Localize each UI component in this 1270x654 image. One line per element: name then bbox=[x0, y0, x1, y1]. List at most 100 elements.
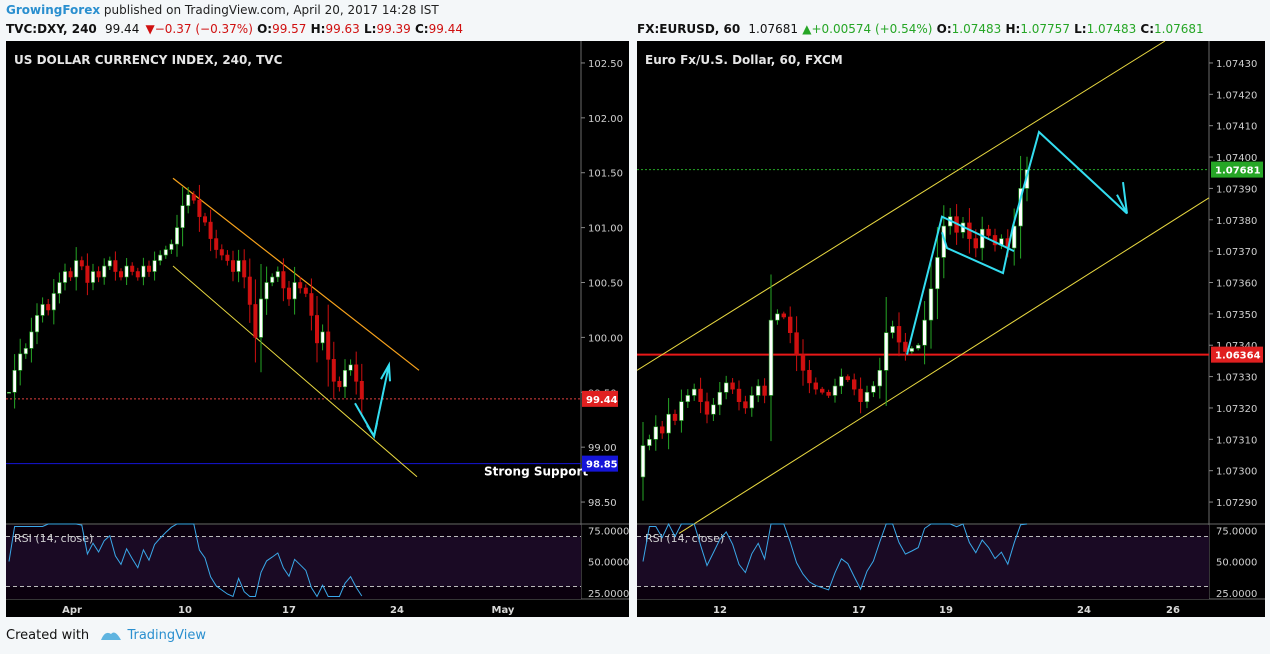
y-tick-label: 1.07310 bbox=[1216, 435, 1257, 446]
left-low: 99.39 bbox=[376, 22, 411, 36]
candle bbox=[749, 395, 755, 409]
candle bbox=[12, 370, 17, 393]
candle bbox=[175, 227, 180, 245]
rsi-line bbox=[642, 522, 1028, 591]
left-symbol: TVC:DXY, 240 bbox=[6, 22, 97, 36]
footer: Created with TradingView bbox=[6, 628, 206, 643]
candle bbox=[135, 271, 140, 278]
candle bbox=[781, 313, 786, 318]
candle bbox=[253, 304, 258, 338]
candle bbox=[147, 265, 152, 272]
x-tick-label: 10 bbox=[178, 605, 192, 616]
candle bbox=[724, 382, 729, 393]
candle bbox=[691, 388, 697, 396]
candle bbox=[130, 265, 135, 272]
candle bbox=[884, 332, 889, 371]
y-tick-label: 101.00 bbox=[588, 224, 623, 235]
candle bbox=[303, 287, 308, 294]
candle bbox=[51, 293, 56, 311]
left-close: 99.44 bbox=[428, 22, 463, 36]
candle bbox=[871, 385, 876, 393]
candle bbox=[826, 391, 831, 396]
candle bbox=[935, 257, 940, 290]
rsi-label: RSI (14, close) bbox=[645, 532, 724, 545]
candle bbox=[845, 376, 850, 381]
candle bbox=[973, 238, 978, 249]
channel-lower-line bbox=[678, 197, 1210, 534]
eurusd-chart-panel[interactable]: 1.07430 1.07420 1.07410 1.07400 1.07390 1.073… bbox=[637, 41, 1265, 617]
candle bbox=[219, 249, 224, 256]
candle bbox=[666, 413, 671, 434]
right-high: 1.07757 bbox=[1020, 22, 1070, 36]
arrow-head-down bbox=[366, 422, 378, 439]
candle bbox=[46, 304, 51, 311]
y-tick-label: 99.00 bbox=[588, 443, 617, 454]
channel-upper-line bbox=[172, 177, 420, 371]
candle bbox=[298, 282, 303, 289]
flag-upper bbox=[906, 215, 1015, 355]
candle bbox=[337, 380, 342, 388]
candle bbox=[264, 282, 269, 300]
candle bbox=[62, 271, 67, 283]
candle bbox=[57, 282, 62, 294]
support-price-label-bg bbox=[582, 455, 618, 472]
candle bbox=[659, 426, 665, 434]
x-tick-label: 19 bbox=[939, 605, 953, 616]
support-text: Strong Support bbox=[484, 465, 588, 479]
candle bbox=[979, 228, 985, 249]
rsi-line bbox=[8, 523, 363, 598]
chart-title: Euro Fx/U.S. Dollar, 60, FXCM bbox=[645, 53, 843, 67]
right-close: 1.07681 bbox=[1154, 22, 1204, 36]
y-tick-label: 1.07290 bbox=[1216, 498, 1257, 509]
right-open: 1.07483 bbox=[951, 22, 1002, 36]
y-tick-label: 100.50 bbox=[588, 279, 623, 290]
y-tick-label: 1.07400 bbox=[1216, 153, 1257, 164]
candle bbox=[1011, 225, 1017, 249]
publish-header: GrowingForex published on TradingView.co… bbox=[6, 3, 439, 17]
candle bbox=[247, 276, 252, 305]
candle bbox=[152, 260, 157, 272]
candle bbox=[800, 354, 806, 371]
y-tick-label: 1.07380 bbox=[1216, 216, 1257, 227]
last-price-label: 99.44 bbox=[586, 395, 618, 406]
candle bbox=[864, 391, 870, 402]
candle bbox=[23, 348, 28, 355]
right-change: ▲+0.00574 (+0.54%) bbox=[802, 22, 933, 36]
y-tick-label: 102.00 bbox=[588, 114, 623, 125]
tradingview-link[interactable]: TradingView bbox=[127, 628, 206, 643]
candle bbox=[203, 216, 208, 223]
eurusd-chart-svg[interactable]: 1.07430 1.07420 1.07410 1.07400 1.07390 1.073… bbox=[637, 41, 1265, 617]
candle bbox=[359, 380, 364, 400]
candle bbox=[915, 344, 921, 349]
candle bbox=[163, 249, 168, 256]
candle bbox=[928, 288, 934, 321]
candle bbox=[96, 271, 101, 278]
candle bbox=[896, 326, 902, 343]
candle bbox=[890, 326, 895, 333]
candle bbox=[909, 348, 914, 352]
dxy-chart-svg[interactable]: 102.50102.00101.50101.00100.50100.0099.5… bbox=[6, 41, 629, 617]
candle bbox=[309, 293, 314, 316]
candle bbox=[236, 260, 241, 272]
x-tick-label: 17 bbox=[282, 605, 296, 616]
author-link[interactable]: GrowingForex bbox=[6, 3, 101, 17]
candle bbox=[717, 391, 723, 406]
candle bbox=[281, 271, 286, 289]
candle bbox=[342, 370, 347, 388]
candle bbox=[197, 199, 202, 217]
dxy-chart-panel[interactable]: 102.50102.00101.50101.00100.50100.0099.5… bbox=[6, 41, 629, 617]
candle bbox=[813, 382, 818, 390]
candle bbox=[326, 331, 331, 360]
candle bbox=[320, 331, 325, 344]
candle bbox=[158, 254, 163, 261]
candle bbox=[743, 401, 748, 409]
candle bbox=[124, 265, 129, 278]
candle bbox=[214, 238, 219, 250]
candle bbox=[29, 331, 34, 349]
last-price-label-bg bbox=[1211, 161, 1263, 178]
candle bbox=[275, 271, 280, 278]
candle bbox=[74, 260, 79, 278]
x-tick-label: May bbox=[492, 605, 515, 616]
candle bbox=[186, 194, 191, 206]
candle bbox=[820, 388, 825, 393]
